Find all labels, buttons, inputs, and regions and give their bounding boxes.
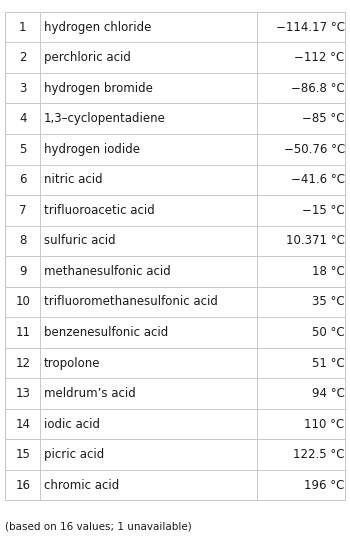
Text: hydrogen chloride: hydrogen chloride (44, 20, 151, 34)
Text: trifluoromethanesulfonic acid: trifluoromethanesulfonic acid (44, 295, 218, 308)
Text: 6: 6 (19, 173, 27, 186)
Text: methanesulfonic acid: methanesulfonic acid (44, 265, 170, 278)
Text: iodic acid: iodic acid (44, 418, 100, 431)
Text: 16: 16 (15, 478, 30, 492)
Text: chromic acid: chromic acid (44, 478, 119, 492)
Text: 10.371 °C: 10.371 °C (286, 234, 345, 248)
Text: 13: 13 (15, 387, 30, 400)
Text: 10: 10 (15, 295, 30, 308)
Text: perchloric acid: perchloric acid (44, 51, 131, 64)
Text: −85 °C: −85 °C (302, 112, 345, 125)
Text: 5: 5 (19, 143, 27, 156)
Text: benzenesulfonic acid: benzenesulfonic acid (44, 326, 168, 339)
Text: hydrogen iodide: hydrogen iodide (44, 143, 140, 156)
Text: meldrum’s acid: meldrum’s acid (44, 387, 135, 400)
Text: picric acid: picric acid (44, 448, 104, 461)
Text: 122.5 °C: 122.5 °C (293, 448, 345, 461)
Text: 50 °C: 50 °C (312, 326, 345, 339)
Text: 12: 12 (15, 357, 30, 369)
Text: 4: 4 (19, 112, 27, 125)
Text: 1: 1 (19, 20, 27, 34)
Text: 3: 3 (19, 82, 27, 95)
Text: 15: 15 (15, 448, 30, 461)
Text: 110 °C: 110 °C (304, 418, 345, 431)
Text: 196 °C: 196 °C (304, 478, 345, 492)
Text: tropolone: tropolone (44, 357, 100, 369)
Text: 1,3–cyclopentadiene: 1,3–cyclopentadiene (44, 112, 166, 125)
Text: (based on 16 values; 1 unavailable): (based on 16 values; 1 unavailable) (5, 521, 192, 532)
Text: −86.8 °C: −86.8 °C (291, 82, 345, 95)
Text: −41.6 °C: −41.6 °C (291, 173, 345, 186)
Text: trifluoroacetic acid: trifluoroacetic acid (44, 204, 154, 217)
Text: nitric acid: nitric acid (44, 173, 102, 186)
Text: 9: 9 (19, 265, 27, 278)
Text: 8: 8 (19, 234, 27, 248)
Text: hydrogen bromide: hydrogen bromide (44, 82, 153, 95)
Text: 35 °C: 35 °C (312, 295, 345, 308)
Text: 7: 7 (19, 204, 27, 217)
Text: −114.17 °C: −114.17 °C (276, 20, 345, 34)
Text: 11: 11 (15, 326, 30, 339)
Text: 14: 14 (15, 418, 30, 431)
Text: −15 °C: −15 °C (302, 204, 345, 217)
Text: −50.76 °C: −50.76 °C (284, 143, 345, 156)
Text: sulfuric acid: sulfuric acid (44, 234, 116, 248)
Text: 2: 2 (19, 51, 27, 64)
Text: −112 °C: −112 °C (294, 51, 345, 64)
Text: 51 °C: 51 °C (312, 357, 345, 369)
Text: 94 °C: 94 °C (312, 387, 345, 400)
Text: 18 °C: 18 °C (312, 265, 345, 278)
